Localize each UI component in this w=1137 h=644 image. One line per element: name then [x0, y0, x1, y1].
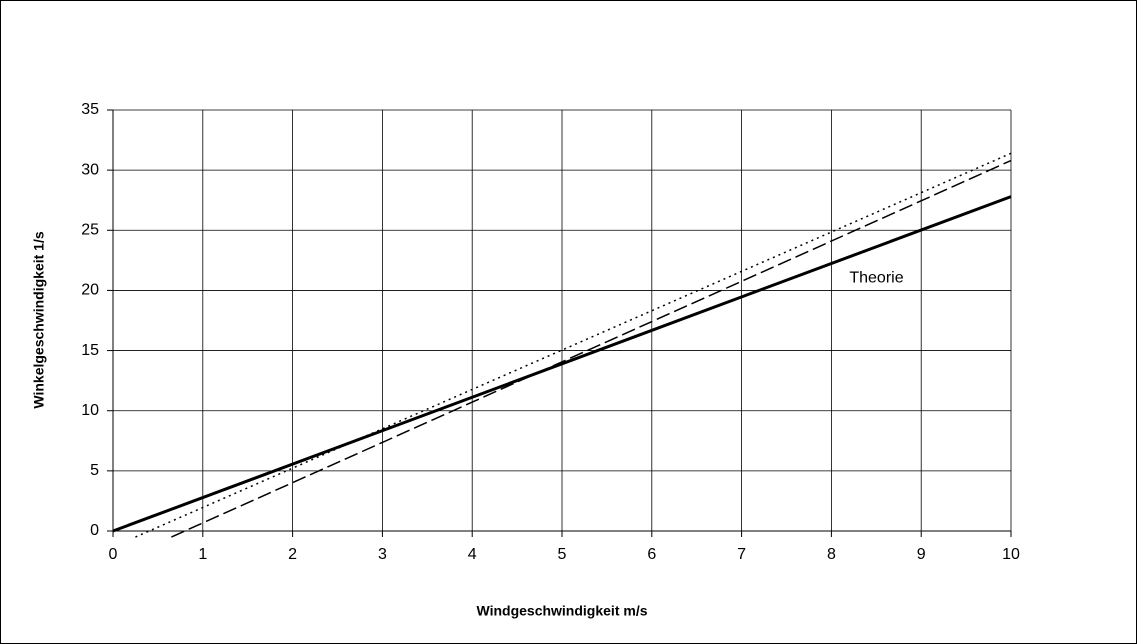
x-tick-label: 1 [198, 546, 207, 563]
y-tick-label: 25 [81, 222, 99, 239]
x-tick-label: 3 [378, 546, 387, 563]
line [112, 195, 1012, 533]
x-tick-label: 7 [737, 546, 746, 563]
x-tick-label: 4 [468, 546, 477, 563]
x-tick-label: 6 [647, 546, 656, 563]
x-tick-label: 5 [558, 546, 567, 563]
y-tick-label: 20 [81, 282, 99, 299]
annotation: Theorie [849, 270, 903, 287]
x-tick-label: 10 [1002, 546, 1020, 563]
x-tick-label: 8 [827, 546, 836, 563]
x-tick-label: 0 [109, 546, 118, 563]
y-tick-label: 15 [81, 342, 99, 359]
y-tick-label: 30 [81, 161, 99, 178]
x-tick-label: 9 [917, 546, 926, 563]
y-tick-label: 10 [81, 402, 99, 419]
y-tick-label: 0 [90, 522, 99, 539]
x-tick-label: 2 [288, 546, 297, 563]
y-axis-title: Winkelgeschwindigkeit 1/s [31, 231, 47, 408]
y-tick-label: 5 [90, 462, 99, 479]
line [171, 159, 1012, 538]
x-axis-title: Windgeschwindigkeit m/s [476, 603, 647, 619]
y-tick-label: 35 [81, 101, 99, 118]
